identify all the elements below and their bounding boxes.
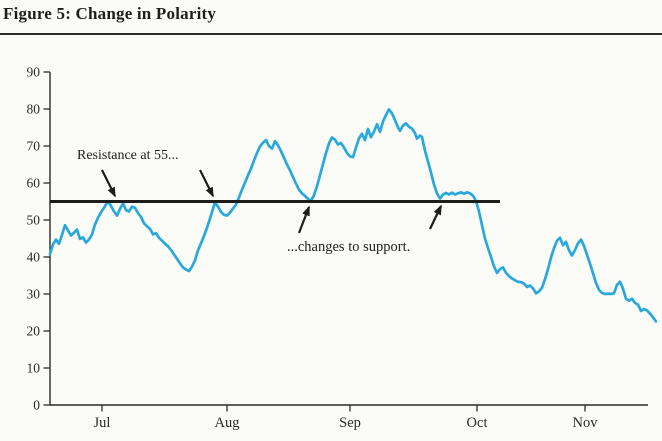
y-axis: 90 80 70 60 50 40 30 20 10 0 [27, 65, 51, 413]
title-rule [0, 33, 662, 35]
y-tick-label: 70 [27, 139, 41, 154]
x-axis: Jul Aug Sep Oct Nov [50, 404, 648, 431]
resistance-label: Resistance at 55... [77, 148, 179, 163]
x-tick-label: Nov [573, 415, 599, 431]
x-tick-label: Jul [94, 415, 111, 431]
x-tick-label: Sep [339, 415, 361, 431]
annotation-arrow-1 [101, 169, 116, 198]
y-tick-label: 0 [33, 398, 40, 413]
x-tick-label: Aug [215, 415, 240, 431]
annotation-arrow-4 [429, 204, 442, 230]
annotation-arrow-3 [297, 205, 311, 234]
y-tick-label: 90 [27, 65, 41, 80]
y-tick-label: 50 [27, 213, 41, 228]
y-tick-label: 30 [27, 287, 41, 302]
y-tick-label: 60 [27, 176, 41, 191]
annotation-arrow-2 [199, 169, 214, 198]
y-tick-label: 20 [27, 324, 41, 339]
y-tick-label: 40 [27, 250, 41, 265]
y-tick-label: 10 [27, 361, 41, 376]
figure-title: Figure 5: Change in Polarity [3, 4, 217, 23]
x-tick-label: Oct [467, 415, 488, 431]
support-label: ...changes to support. [287, 239, 411, 255]
price-line [48, 108, 658, 323]
y-tick-label: 80 [27, 102, 41, 117]
